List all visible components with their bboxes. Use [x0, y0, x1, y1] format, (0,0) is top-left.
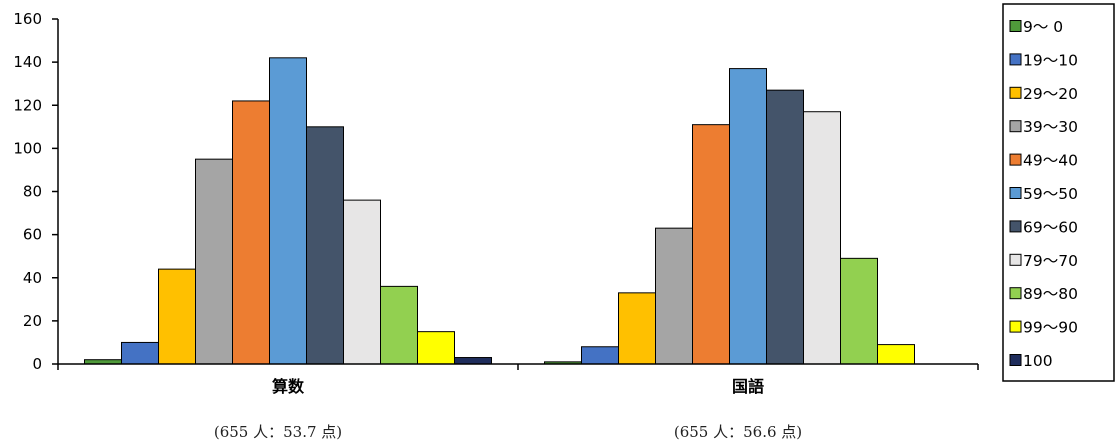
legend-label: 79～70 — [1023, 252, 1078, 270]
bar — [581, 346, 619, 365]
category-label: 算数 — [272, 377, 305, 396]
bar — [655, 227, 693, 365]
bar — [158, 268, 196, 365]
legend-swatch — [1009, 120, 1022, 133]
legend-label: 49～40 — [1023, 152, 1078, 170]
legend-swatch — [1009, 320, 1022, 333]
bar — [729, 68, 767, 365]
y-tick-label: 40 — [23, 269, 42, 287]
legend-label: 59～50 — [1023, 185, 1078, 203]
legend-swatch — [1009, 53, 1022, 66]
legend: 9～ 0 19～10 29～20 39～30 49～40 59～50 69～60 79～70 8… — [1002, 3, 1115, 382]
bar — [692, 124, 730, 365]
y-tick-label: 140 — [13, 53, 42, 71]
legend-label: 29～20 — [1023, 85, 1078, 103]
x-axis: 算数 (655 人：53.7 点) 国語 (655 人：56.6 点) — [57, 363, 979, 441]
legend-label: 9～ 0 — [1023, 18, 1063, 36]
bars — [84, 57, 915, 365]
bar — [380, 285, 418, 365]
bar — [877, 344, 915, 365]
y-tick-label: 160 — [13, 10, 42, 28]
legend-swatch — [1009, 287, 1022, 300]
legend-swatch — [1009, 253, 1022, 266]
category-label: 国語 — [732, 377, 764, 396]
legend-swatch — [1009, 20, 1022, 32]
category-note: (655 人：56.6 点) — [674, 423, 802, 441]
bar — [195, 158, 233, 365]
bar — [454, 357, 492, 365]
bar — [766, 89, 804, 365]
y-tick-label: 20 — [23, 312, 42, 330]
bar — [840, 257, 878, 365]
y-tick-label: 120 — [13, 96, 42, 114]
bar — [269, 57, 307, 365]
bar — [121, 341, 159, 365]
bar — [618, 292, 656, 365]
bar — [803, 111, 841, 365]
legend-swatch — [1009, 187, 1022, 199]
y-tick-label: 100 — [13, 139, 42, 157]
bar — [417, 331, 455, 365]
legend-swatch — [1009, 153, 1022, 166]
y-axis: 0 20 40 60 80 100 120 140 160 — [13, 10, 59, 373]
bar — [343, 199, 381, 365]
legend-swatch — [1009, 86, 1022, 99]
y-tick-label: 80 — [23, 183, 42, 201]
legend-swatch — [1009, 220, 1022, 233]
legend-label: 100 — [1023, 352, 1053, 370]
legend-swatch — [1009, 354, 1022, 366]
legend-label: 19～10 — [1023, 51, 1078, 69]
legend-label: 89～80 — [1023, 285, 1078, 303]
y-tick-label: 60 — [23, 226, 42, 244]
category-note: (655 人：53.7 点) — [214, 423, 342, 441]
bar — [306, 126, 344, 365]
legend-label: 69～60 — [1023, 218, 1078, 236]
y-tick-label: 0 — [32, 355, 42, 373]
bar — [232, 100, 270, 365]
legend-label: 99～90 — [1023, 319, 1078, 337]
legend-label: 39～30 — [1023, 118, 1078, 136]
